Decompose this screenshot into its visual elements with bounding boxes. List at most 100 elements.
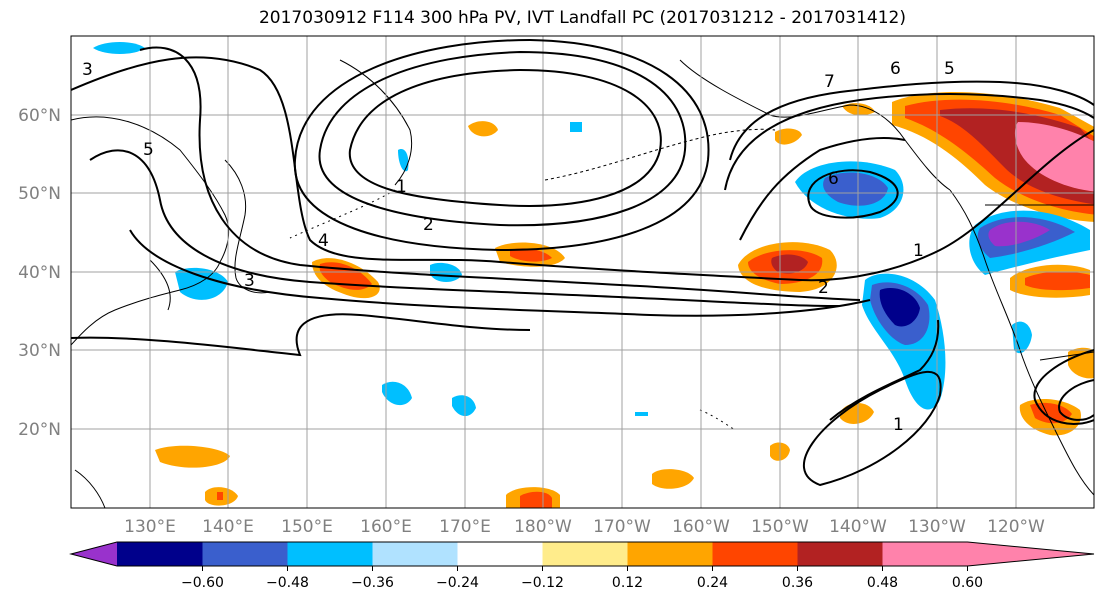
lon-label: 170°E [439,517,491,537]
colorbar-segment [117,542,203,566]
colorbar-tick-label: −0.60 [181,575,224,591]
anomaly-small-20 [635,412,648,416]
anomaly-goa-negative-inner [823,172,888,206]
anomaly-mexico-positive [1068,347,1094,379]
colorbar-segment [372,542,458,566]
contour-jet-2 [139,46,861,301]
contour-inner-3 [293,38,710,252]
contour-jet-5 [71,313,531,357]
lon-label: 150°W [751,517,809,537]
anomaly-small-11 [452,395,476,417]
colorbar-segment [202,542,288,566]
lon-label: 140°E [202,517,254,537]
anomaly-small-16 [652,469,694,489]
lon-label: 180°W [514,517,572,537]
contour-label: 1 [893,415,904,435]
colorbar-tick-label: 0.60 [952,575,983,591]
colorbar-segment [542,542,628,566]
contour-ne-1 [729,80,1094,161]
lat-label: 40°N [18,263,61,283]
anomaly-small-2 [468,121,498,137]
colorbar-segment [287,542,373,566]
shaded-field [93,42,1094,508]
colorbar-tick-labels: −0.60 −0.48 −0.36 −0.24 −0.12 0.12 0.24 … [181,575,983,591]
anomaly-small-18 [520,491,552,508]
coastline-japan [224,159,271,294]
graticule [71,36,1094,508]
colorbar-tick-label: 0.24 [697,575,728,591]
colorbar-segment [797,542,883,566]
lon-label: 160°W [672,517,730,537]
contour-se-2 [1058,379,1094,421]
contour-label: 1 [913,241,924,261]
lat-label: 60°N [18,106,61,126]
colorbar-segment [627,542,713,566]
contour-label: 2 [423,215,434,235]
anomaly-small-15 [217,492,223,500]
contour-jet-1 [71,56,1094,282]
contour-south-2 [829,319,940,421]
contour-label: 3 [244,271,255,291]
contour-label: 4 [318,231,329,251]
anomaly-ecp-negative-core [879,288,920,327]
anomaly-small-7 [175,267,228,300]
contour-jet-3 [89,149,841,307]
colorbar-extend-high [967,542,1094,566]
lat-label: 20°N [18,420,61,440]
lon-label: 140°W [829,517,887,537]
anomaly-baja-positive-inner [1030,402,1072,424]
colorbar-tick-label: 0.36 [782,575,813,591]
anomaly-small-13 [155,445,230,468]
lon-axis: 130°E 140°E 150°E 160°E 170°E 180°W 170°… [124,517,1045,537]
coastline-hawaii [699,409,736,431]
colorbar-tick-label: −0.12 [521,575,564,591]
anomaly-small-4 [398,149,409,172]
anomaly-socal-positive-inner [1025,271,1090,291]
colorbar-tick-label: −0.48 [266,575,309,591]
lat-label: 50°N [18,184,61,204]
chart-title: 2017030912 F114 300 hPa PV, IVT Landfall… [258,8,906,28]
contour-jet-4 [129,229,871,317]
contour-label: 5 [143,140,154,160]
contour-lines [71,38,1094,487]
colorbar-tick-label: 0.48 [867,575,898,591]
coastline-asia [71,116,230,346]
lon-label: 170°W [593,517,651,537]
lon-label: 130°W [908,517,966,537]
colorbar-extend-low [71,542,117,566]
contour-label: 6 [828,169,839,189]
anomaly-small-1 [93,42,145,54]
lon-label: 120°W [987,517,1045,537]
contour-label: 1 [396,177,407,197]
contour-inner-1 [348,68,662,207]
coastline-philippines [74,469,106,508]
colorbar-tick-label: 0.12 [612,575,643,591]
contour-ne-3 [739,137,906,241]
colorbar-ticks [202,566,968,571]
coastline-korea [149,259,171,311]
colorbar-tick-label: −0.36 [351,575,394,591]
contour-gulf [807,169,899,219]
contour-se-1 [1033,349,1094,425]
lat-axis: 60°N 50°N 40°N 30°N 20°N [18,106,61,440]
anomaly-small-3 [570,122,582,132]
contour-label: 3 [82,60,93,80]
colorbar-segment [882,542,968,566]
coastline-alaska [679,59,951,191]
map-frame [70,35,1095,509]
colorbar: −0.60 −0.48 −0.36 −0.24 −0.12 0.12 0.24 … [69,541,1095,591]
anomaly-small-5 [775,128,802,145]
anomaly-small-9 [1012,321,1032,354]
contour-label: 5 [944,59,955,79]
contour-label: 7 [824,72,835,92]
colorbar-segment [457,542,543,566]
contour-label: 2 [818,278,829,298]
colorbar-tick-label: −0.24 [436,575,479,591]
anomaly-180w-positive-inner [510,248,552,262]
lon-label: 160°E [360,517,412,537]
lon-label: 130°E [124,517,176,537]
lon-label: 150°E [281,517,333,537]
contour-south-1 [802,370,942,487]
contour-ne-2 [724,93,1094,191]
